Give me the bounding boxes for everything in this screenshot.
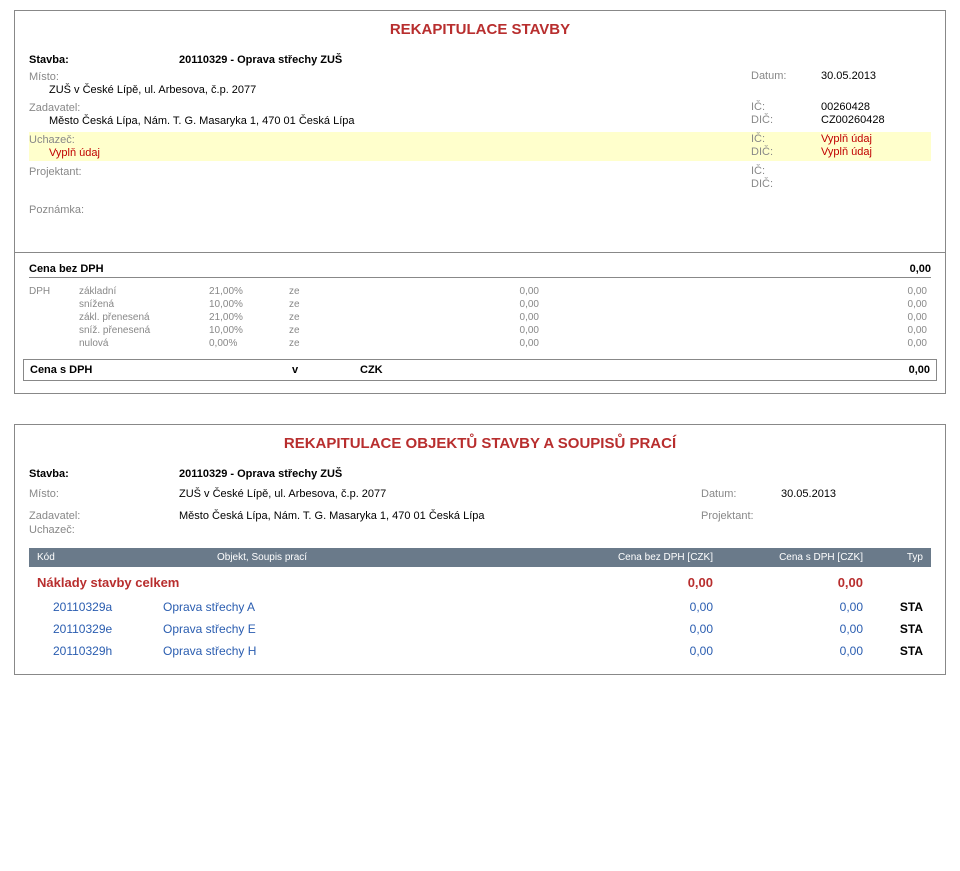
dph-row: DPH základní 21,00% ze 0,00 0,00 (29, 286, 931, 297)
value-stavba: 20110329 - Oprava střechy ZUŠ (179, 54, 931, 66)
title-rekapitulace-stavby: REKAPITULACE STAVBY (29, 21, 931, 38)
value-cena-bez-dph: 0,00 (910, 263, 931, 275)
label-ic-projektant: IČ: (751, 165, 821, 177)
label-stavba2: Stavba: (29, 468, 179, 480)
dph-row: zákl. přenesená 21,00% ze 0,00 0,00 (29, 312, 931, 323)
obj-name: Oprava střechy A (163, 600, 563, 614)
title-rekapitulace-objektu: REKAPITULACE OBJEKTŮ STAVBY A SOUPISŮ PR… (29, 435, 931, 452)
section-rekapitulace-objektu: REKAPITULACE OBJEKTŮ STAVBY A SOUPISŮ PR… (14, 424, 946, 675)
th-bez: Cena bez DPH [CZK] (563, 552, 713, 563)
label-ic-uchazec: IČ: (751, 133, 821, 145)
dph-c6: 0,00 (539, 286, 931, 297)
obj-name: Oprava střechy H (163, 644, 563, 658)
dph-c1: DPH (29, 286, 79, 297)
label-stavba: Stavba: (29, 54, 179, 66)
row-zadavatel2: Zadavatel: Město Česká Lípa, Nám. T. G. … (29, 510, 931, 522)
label-projektant2: Projektant: (701, 510, 781, 522)
row-misto2: Místo: ZUŠ v České Lípě, ul. Arbesova, č… (29, 488, 931, 500)
dph-table: DPH základní 21,00% ze 0,00 0,00 snížená… (29, 286, 931, 349)
dph-row: sníž. přenesená 10,00% ze 0,00 0,00 (29, 325, 931, 336)
label-projektant: Projektant: (29, 166, 179, 178)
label-poznamka: Poznámka: (29, 204, 931, 216)
label-czk: CZK (360, 364, 420, 376)
block-zadavatel: Zadavatel: Město Česká Lípa, Nám. T. G. … (29, 101, 931, 128)
dph-row: nulová 0,00% ze 0,00 0,00 (29, 338, 931, 349)
value-datum: 30.05.2013 (821, 70, 931, 82)
object-row: 20110329e Oprava střechy E 0,00 0,00 STA (29, 618, 931, 640)
block-projektant: Projektant: IČ: DIČ: (29, 165, 931, 190)
total-typ (863, 575, 923, 590)
label-zadavatel2: Zadavatel: (29, 510, 179, 522)
obj-name: Oprava střechy E (163, 622, 563, 636)
label-misto: Místo: (29, 71, 89, 83)
label-dic-zadavatel: DIČ: (751, 114, 821, 126)
label-cena-bez-dph: Cena bez DPH (29, 263, 104, 275)
value-misto2: ZUŠ v České Lípě, ul. Arbesova, č.p. 207… (179, 488, 701, 500)
th-s: Cena s DPH [CZK] (713, 552, 863, 563)
total-label: Náklady stavby celkem (37, 575, 563, 590)
object-row: 20110329h Oprava střechy H 0,00 0,00 STA (29, 640, 931, 662)
row-uchazec2: Uchazeč: (29, 524, 931, 536)
dph-c5: 0,00 (329, 286, 539, 297)
value-datum2: 30.05.2013 (781, 488, 931, 500)
label-v: v (230, 364, 360, 376)
obj-kod: 20110329h (37, 644, 163, 658)
th-kod: Kód (37, 552, 127, 563)
value-zadavatel2: Město Česká Lípa, Nám. T. G. Masaryka 1,… (179, 510, 701, 522)
object-row: 20110329a Oprava střechy A 0,00 0,00 STA (29, 596, 931, 618)
label-cena-s-dph: Cena s DPH (30, 364, 230, 376)
th-objekt: Objekt, Soupis prací (127, 552, 563, 563)
obj-s: 0,00 (713, 644, 863, 658)
divider (15, 252, 945, 253)
block-uchazec: Uchazeč: Vyplň údaj IČ: Vyplň údaj DIČ: … (29, 132, 931, 161)
block-misto-datum: Místo: ZUŠ v České Lípě, ul. Arbesova, č… (29, 70, 931, 97)
dph-row: snížená 10,00% ze 0,00 0,00 (29, 299, 931, 310)
obj-bez: 0,00 (563, 600, 713, 614)
value-uchazec: Vyplň údaj (29, 147, 751, 159)
obj-typ: STA (863, 600, 923, 614)
label-dic-projektant: DIČ: (751, 178, 821, 190)
row-cena-s-dph: Cena s DPH v CZK 0,00 (23, 359, 937, 381)
label-datum2: Datum: (701, 488, 781, 500)
obj-bez: 0,00 (563, 644, 713, 658)
obj-typ: STA (863, 644, 923, 658)
label-dic-uchazec: DIČ: (751, 146, 821, 158)
obj-s: 0,00 (713, 600, 863, 614)
section-rekapitulace-stavby: REKAPITULACE STAVBY Stavba: 20110329 - O… (14, 10, 946, 394)
row-stavba: Stavba: 20110329 - Oprava střechy ZUŠ (29, 54, 931, 66)
value-zadavatel: Město Česká Lípa, Nám. T. G. Masaryka 1,… (29, 115, 751, 127)
label-uchazec: Uchazeč: (29, 134, 179, 146)
label-misto2: Místo: (29, 488, 179, 500)
page: REKAPITULACE STAVBY Stavba: 20110329 - O… (0, 10, 960, 675)
value-dic-zadavatel: CZ00260428 (821, 114, 931, 126)
label-uchazec2: Uchazeč: (29, 524, 179, 536)
dph-c4: ze (289, 286, 329, 297)
label-zadavatel: Zadavatel: (29, 102, 179, 114)
dph-c2: základní (79, 286, 209, 297)
total-s: 0,00 (713, 575, 863, 590)
value-ic-zadavatel: 00260428 (821, 101, 931, 113)
value-stavba2: 20110329 - Oprava střechy ZUŠ (179, 468, 931, 480)
obj-s: 0,00 (713, 622, 863, 636)
obj-typ: STA (863, 622, 923, 636)
table-header: Kód Objekt, Soupis prací Cena bez DPH [C… (29, 548, 931, 567)
row-total: Náklady stavby celkem 0,00 0,00 (29, 567, 931, 596)
row-cena-bez-dph: Cena bez DPH 0,00 (29, 263, 931, 278)
label-datum: Datum: (751, 70, 821, 82)
value-misto: ZUŠ v České Lípě, ul. Arbesova, č.p. 207… (29, 84, 751, 96)
th-typ: Typ (863, 552, 923, 563)
value-dic-uchazec: Vyplň údaj (821, 146, 931, 158)
obj-bez: 0,00 (563, 622, 713, 636)
obj-kod: 20110329a (37, 600, 163, 614)
label-ic-zadavatel: IČ: (751, 101, 821, 113)
dph-c3: 21,00% (209, 286, 289, 297)
value-cena-s-dph: 0,00 (420, 364, 930, 376)
total-bez: 0,00 (563, 575, 713, 590)
value-ic-uchazec: Vyplň údaj (821, 133, 931, 145)
obj-kod: 20110329e (37, 622, 163, 636)
